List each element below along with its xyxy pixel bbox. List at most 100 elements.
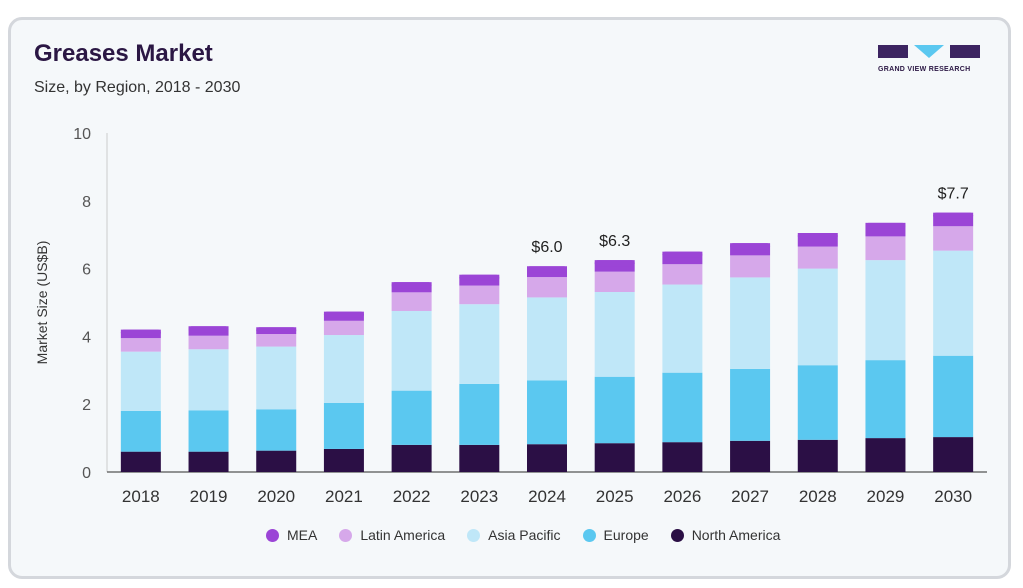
y-tick-label: 0 [82,465,91,482]
x-tick-label: 2020 [257,487,295,506]
bar-top-cap [120,329,161,336]
y-axis-label: Market Size (US$B) [34,241,50,365]
x-tick-label: 2027 [731,487,769,506]
bar-segment-europe [188,410,229,452]
bar-segment-north-america [323,448,364,472]
bar-segment-asia-pacific [730,277,771,369]
x-tick-label: 2028 [799,487,837,506]
bar-segment-north-america [188,451,229,472]
data-label: $7.7 [938,186,969,203]
bar-segment-europe [662,372,703,443]
bar-segment-north-america [391,444,432,472]
bar-top-cap [323,311,364,318]
x-tick-label: 2024 [528,487,566,506]
bar-segment-asia-pacific [594,291,635,377]
bar-segment-latin-america [730,255,771,278]
bar-segment-asia-pacific [933,250,974,356]
y-tick-label: 6 [82,262,91,279]
bar-segment-latin-america [323,320,364,336]
bar-segment-north-america [730,440,771,472]
bar-segment-asia-pacific [797,268,838,366]
chart-card [8,17,1011,579]
legend-label: North America [691,527,781,543]
bar-segment-north-america [797,439,838,472]
bar-segment-europe [865,360,906,439]
bar-segment-asia-pacific [459,304,500,384]
bar-segment-asia-pacific [527,297,567,381]
bar-segment-asia-pacific [323,335,364,403]
bar-segment-europe [933,355,974,438]
legend-swatch [670,528,684,542]
y-tick-label: 10 [73,126,91,143]
x-tick-label: 2022 [393,487,431,506]
bar-segment-europe [594,376,635,444]
legend-swatch [467,528,481,542]
bar-segment-latin-america [120,338,161,352]
chart-legend: MEA Latin America Asia Pacific Europe North … [266,527,802,543]
legend-label: MEA [287,527,318,543]
bar-segment-europe [391,390,432,445]
x-tick-label: 2030 [934,487,972,506]
bar-top-cap [594,260,635,267]
x-tick-label: 2026 [663,487,701,506]
bar-top-cap [797,233,838,240]
bar-segment-latin-america [865,236,906,261]
bar-top-cap [256,327,297,334]
bar-segment-asia-pacific [188,349,229,411]
bar-segment-europe [527,380,567,445]
bar-segment-europe [797,365,838,440]
x-tick-label: 2023 [460,487,498,506]
bar-top-cap [527,266,567,273]
legend-label: Europe [603,527,649,543]
bar-segment-north-america [662,442,703,472]
bar-segment-latin-america [933,226,974,251]
bar-segment-latin-america [188,335,229,350]
bar-segment-asia-pacific [120,351,161,411]
x-tick-label: 2021 [325,487,363,506]
legend-swatch [339,528,353,542]
chart-subtitle: Size, by Region, 2018 - 2030 [34,79,241,96]
legend-swatch [266,528,279,542]
bar-segment-north-america [865,438,906,472]
bar-segment-asia-pacific [256,346,297,410]
bar-top-cap [933,212,974,219]
logo-text: GRAND VIEW RESEARCH [878,66,971,73]
bar-segment-latin-america [391,292,432,311]
data-label: $6.3 [599,233,630,250]
bar-segment-europe [323,402,364,449]
x-tick-label: 2025 [596,487,634,506]
bar-segment-north-america [527,444,567,472]
bar-segment-latin-america [256,334,297,347]
bar-segment-asia-pacific [391,310,432,391]
bar-segment-asia-pacific [662,284,703,373]
bar-segment-north-america [459,444,500,472]
legend-item-latin-america: Latin America [339,527,445,543]
x-tick-label: 2029 [867,487,905,506]
bar-segment-latin-america [527,277,567,298]
chart-title: Greases Market [34,40,213,67]
legend-item-asia-pacific: Asia Pacific [467,527,561,543]
legend-label: Asia Pacific [488,527,561,543]
bar-top-cap [662,251,703,258]
data-label: $6.0 [531,239,562,256]
bar-segment-latin-america [797,246,838,269]
bar-segment-asia-pacific [865,260,906,361]
bar-top-cap [730,243,771,250]
bar-segment-latin-america [662,264,703,285]
legend-label: Latin America [360,527,446,543]
legend-item-europe: Europe [582,527,649,543]
bar-segment-north-america [120,451,161,472]
bar-top-cap [459,274,500,281]
y-tick-label: 4 [82,329,91,346]
bar-top-cap [391,282,432,289]
bar-segment-europe [730,368,771,441]
grand-view-research-logo [878,45,980,58]
y-tick-label: 2 [82,397,91,414]
bar-segment-europe [459,383,500,445]
x-tick-label: 2019 [190,487,228,506]
bar-top-cap [865,222,906,229]
x-tick-label: 2018 [122,487,160,506]
bar-segment-north-america [256,450,297,472]
bar-segment-north-america [594,443,635,472]
